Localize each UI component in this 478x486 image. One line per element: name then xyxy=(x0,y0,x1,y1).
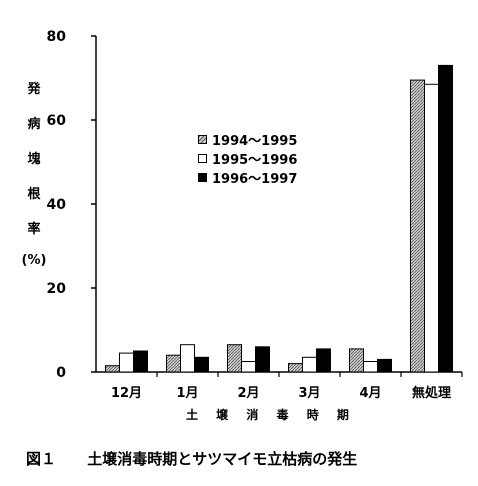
y-axis-label-char: 率 xyxy=(27,222,41,237)
bar xyxy=(363,361,378,373)
bar xyxy=(241,361,256,373)
bar xyxy=(255,346,270,373)
legend-swatch-white xyxy=(198,154,207,163)
legend-swatch-black xyxy=(198,173,207,182)
bar xyxy=(180,344,195,373)
y-axis-label-char: 根 xyxy=(27,187,41,202)
bar xyxy=(349,348,364,373)
legend-label: 1994～1995 xyxy=(212,134,298,149)
bar xyxy=(316,348,331,373)
figure-number: 図１ xyxy=(26,450,57,468)
x-tick-label: 4月 xyxy=(359,386,381,401)
legend-label: 1996～1997 xyxy=(212,172,298,187)
bar xyxy=(227,344,242,373)
y-tick-label: 20 xyxy=(47,281,67,297)
figure-caption: 図１ 土壌消毒時期とサツマイモ立枯病の発生 xyxy=(24,448,357,469)
y-axis-label-char: 病 xyxy=(27,117,41,132)
legend-item-series-2: 1995～1996 xyxy=(198,149,297,168)
y-tick-label: 40 xyxy=(47,197,67,213)
figure-caption-text: 土壌消毒時期とサツマイモ立枯病の発生 xyxy=(87,450,358,468)
bar xyxy=(438,64,453,373)
bar xyxy=(410,79,425,373)
legend-label: 1995～1996 xyxy=(212,153,298,168)
legend: 1994～1995 1995～1996 1996～1997 xyxy=(198,130,297,187)
y-axis-label-char: 塊 xyxy=(27,152,41,167)
bar xyxy=(424,83,439,373)
bar xyxy=(105,365,120,373)
legend-item-series-3: 1996～1997 xyxy=(198,168,297,187)
y-tick-label: 0 xyxy=(56,365,66,381)
x-tick-label: 無処理 xyxy=(412,385,451,401)
bar-chart: 0 20 40 60 80 12月 1月 2月 3月 4月 無処理 xyxy=(47,29,463,401)
bar xyxy=(302,356,317,373)
legend-item-series-1: 1994～1995 xyxy=(198,130,297,149)
y-axis-label-char: (%) xyxy=(21,253,47,268)
bar xyxy=(133,350,148,373)
bar xyxy=(288,363,303,373)
x-tick-label: 2月 xyxy=(237,386,259,401)
y-tick-label: 60 xyxy=(47,113,67,129)
legend-swatch-hatched xyxy=(198,135,207,144)
y-tick-label: 80 xyxy=(47,29,67,45)
bar xyxy=(166,354,181,373)
x-tick-label: 12月 xyxy=(111,386,142,401)
x-tick-label: 3月 xyxy=(298,386,320,401)
bar xyxy=(377,358,392,373)
bar xyxy=(194,356,209,373)
y-axis-label-char: 発 xyxy=(27,82,41,97)
bar xyxy=(119,352,134,373)
x-axis-title: 土 壌 消 毒 時 期 xyxy=(186,408,356,422)
x-tick-label: 1月 xyxy=(176,386,198,401)
